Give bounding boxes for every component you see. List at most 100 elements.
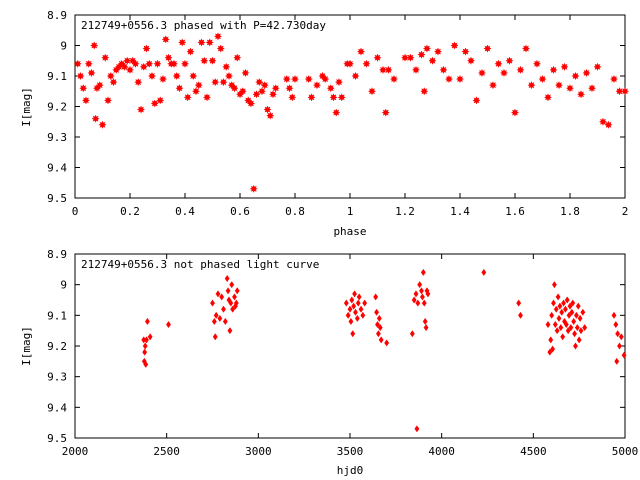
data-point — [373, 293, 379, 301]
data-point — [189, 71, 198, 81]
data-point — [378, 336, 384, 344]
y-axis-label: I[mag] — [20, 87, 33, 127]
data-point — [384, 339, 390, 347]
data-point — [282, 74, 291, 84]
data-point — [575, 302, 581, 310]
data-point — [420, 87, 429, 96]
data-point — [147, 333, 153, 341]
y-tick-label: 9.4 — [47, 401, 67, 414]
data-point — [84, 59, 93, 68]
data-point — [425, 290, 431, 298]
x-tick-label: 1.2 — [395, 205, 415, 218]
data-point — [91, 114, 100, 123]
data-point — [230, 305, 236, 313]
data-point — [374, 308, 380, 316]
data-point — [241, 68, 250, 78]
data-point — [521, 44, 531, 53]
data-point — [571, 71, 580, 81]
data-point — [153, 59, 162, 68]
data-point — [422, 317, 428, 326]
data-point — [576, 336, 582, 344]
data-point — [329, 93, 338, 102]
data-point — [488, 81, 498, 90]
data-point — [554, 327, 560, 335]
y-tick-label: 9.2 — [47, 101, 67, 114]
data-point — [210, 299, 215, 307]
data-point — [326, 84, 335, 93]
data-point — [510, 108, 520, 117]
data-point — [617, 342, 622, 350]
data-point — [205, 38, 214, 47]
data-point — [76, 71, 85, 81]
data-point — [598, 117, 608, 126]
data-point — [466, 56, 476, 65]
data-point — [90, 41, 99, 50]
y-tick-label: 9.4 — [47, 162, 67, 175]
data-point — [216, 44, 225, 53]
data-point — [143, 360, 149, 368]
data-point — [505, 56, 514, 65]
data-point — [558, 324, 564, 332]
data-point — [123, 56, 132, 65]
data-point — [230, 84, 239, 93]
x-tick-label: 5000 — [612, 445, 639, 458]
data-point — [224, 274, 230, 283]
data-point — [573, 311, 579, 319]
data-point — [613, 320, 619, 329]
data-point — [288, 93, 297, 102]
data-point — [213, 311, 219, 319]
data-point — [356, 47, 366, 56]
data-point — [360, 311, 366, 319]
data-point — [233, 53, 242, 62]
data-point — [321, 74, 330, 84]
data-point — [212, 333, 218, 341]
data-point — [420, 268, 426, 276]
data-point — [551, 281, 557, 289]
data-point — [582, 324, 588, 332]
data-point — [574, 324, 580, 332]
data-point — [334, 77, 344, 87]
data-point — [285, 84, 294, 93]
plot-frame — [74, 14, 626, 199]
data-point — [131, 59, 140, 68]
data-point — [538, 74, 547, 84]
data-point — [197, 38, 206, 47]
data-point — [200, 56, 209, 65]
chart-title: 212749+0556.3 phased with P=42.730day — [81, 19, 326, 32]
data-point — [351, 71, 360, 81]
data-point — [415, 299, 421, 307]
data-point — [101, 53, 110, 62]
data-point — [422, 44, 432, 53]
data-point — [150, 99, 159, 108]
data-point — [560, 62, 569, 71]
data-point — [352, 290, 358, 298]
x-tick-label: 3500 — [337, 445, 364, 458]
data-point — [345, 311, 351, 319]
data-point — [219, 77, 228, 87]
y-tick-label: 9.1 — [47, 309, 67, 322]
data-point — [389, 74, 399, 84]
data-point — [142, 342, 148, 350]
data-point — [362, 299, 368, 307]
data-point — [566, 311, 572, 319]
data-point — [419, 293, 425, 301]
y-tick-label: 9.2 — [47, 340, 67, 353]
data-point — [337, 93, 346, 102]
data-point — [578, 327, 584, 335]
data-point — [573, 342, 578, 350]
data-point — [609, 74, 619, 84]
data-point — [246, 99, 256, 108]
y-tick-label: 8.9 — [47, 248, 67, 261]
data-point — [516, 65, 525, 75]
data-point — [81, 96, 91, 105]
data-point — [106, 71, 115, 81]
data-point — [550, 345, 556, 353]
data-point — [304, 74, 313, 84]
data-point — [428, 56, 437, 65]
data-point — [375, 320, 380, 329]
data-point — [543, 93, 553, 102]
x-axis-label: phase — [333, 225, 366, 238]
x-tick-label: 1.6 — [505, 205, 525, 218]
y-tick-label: 9.3 — [47, 131, 67, 144]
data-point — [222, 317, 228, 326]
